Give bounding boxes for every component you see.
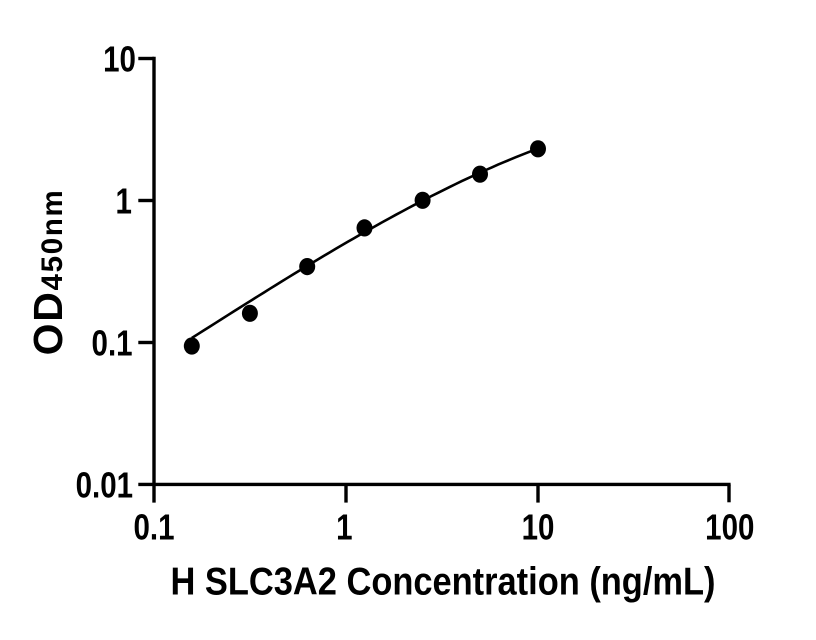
svg-text:10: 10 bbox=[103, 39, 136, 79]
svg-text:0.1: 0.1 bbox=[133, 507, 174, 547]
svg-text:10: 10 bbox=[522, 507, 555, 547]
svg-text:H SLC3A2 Concentration (ng/mL): H SLC3A2 Concentration (ng/mL) bbox=[171, 561, 716, 604]
svg-text:0.1: 0.1 bbox=[92, 323, 133, 363]
svg-text:100: 100 bbox=[705, 507, 754, 547]
svg-text:1: 1 bbox=[116, 181, 132, 221]
svg-text:1: 1 bbox=[336, 507, 352, 547]
svg-text:0.01: 0.01 bbox=[76, 465, 133, 505]
